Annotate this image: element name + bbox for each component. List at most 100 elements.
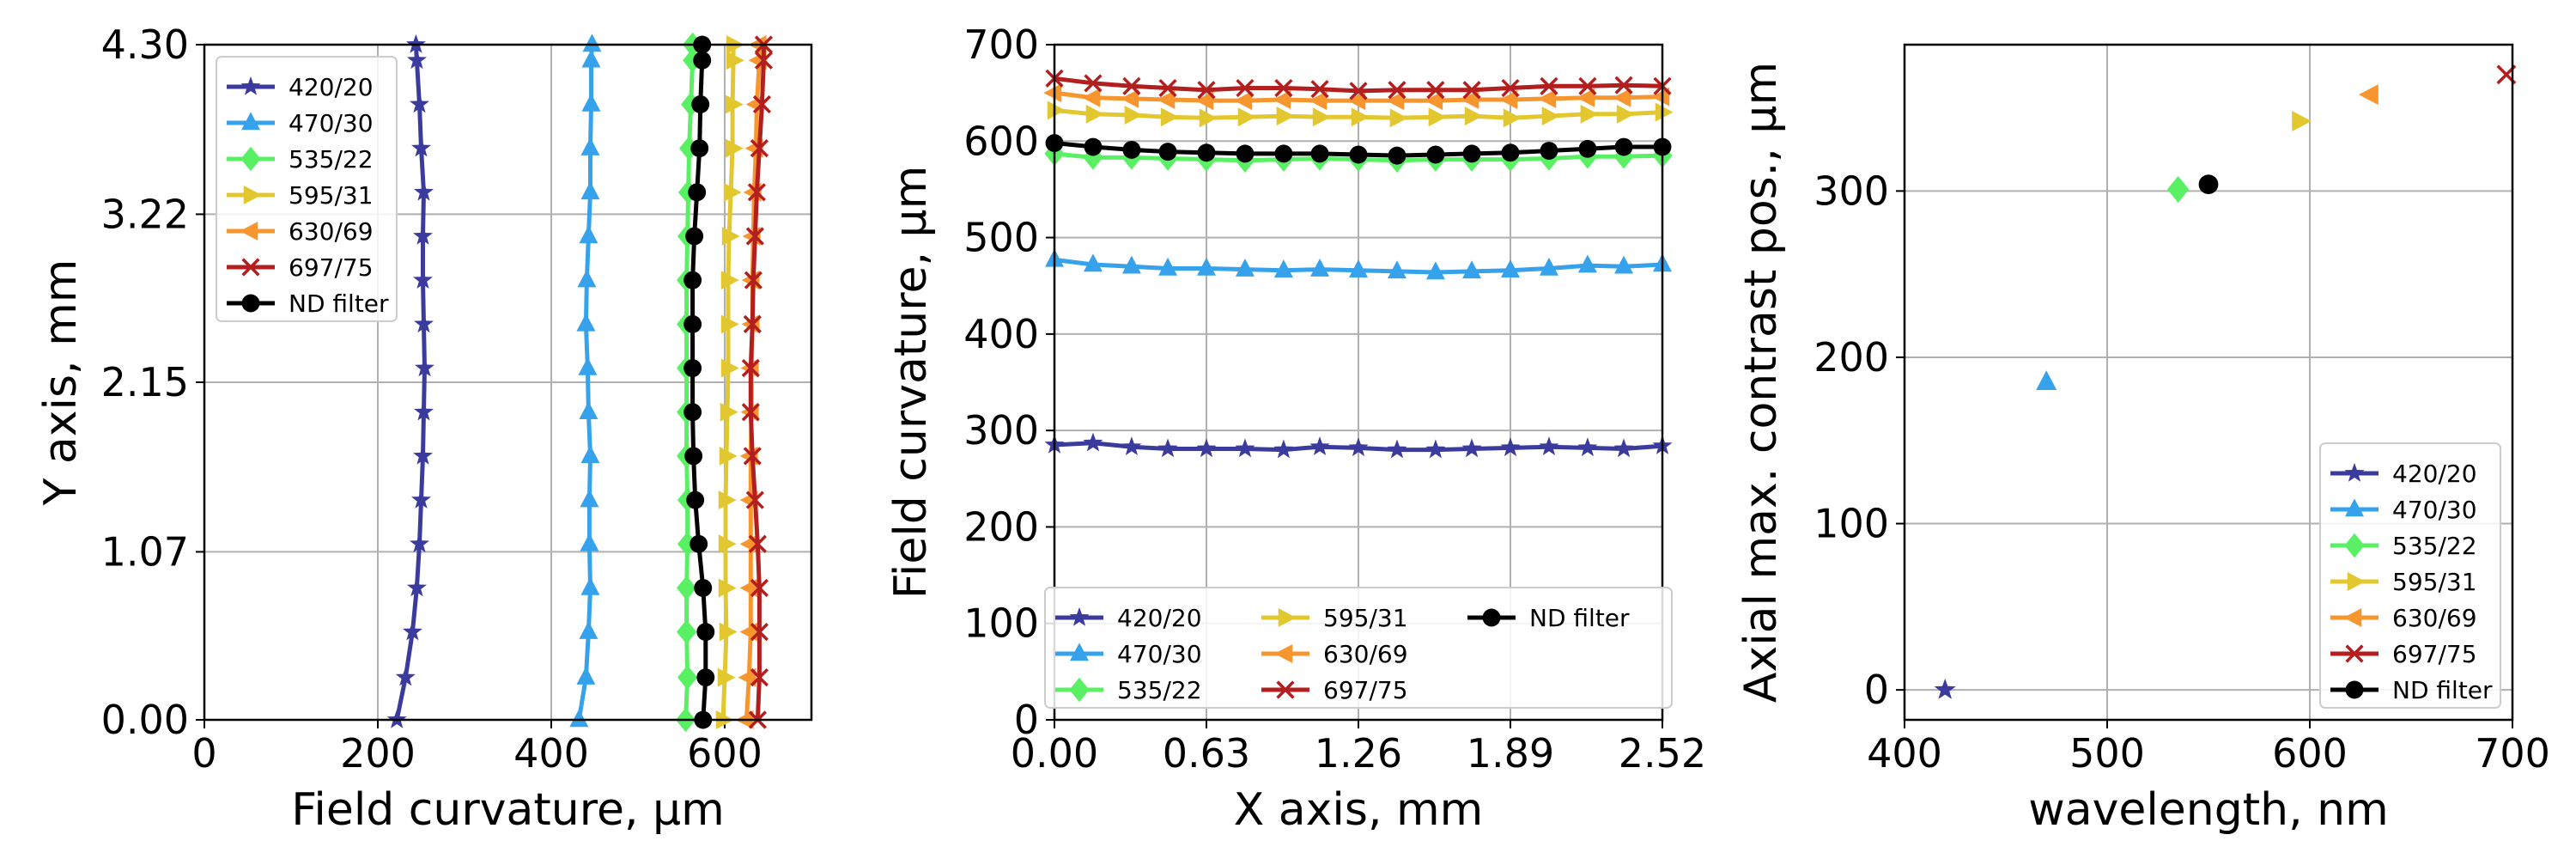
data-point <box>576 313 596 332</box>
legend-swatch-marker <box>1482 608 1501 627</box>
axes-frame <box>1903 43 2514 722</box>
y-tick-label: 2.15 <box>101 359 189 405</box>
data-point <box>1197 257 1216 276</box>
data-point <box>745 490 764 509</box>
data-point <box>1236 144 1255 163</box>
data-point <box>1157 90 1176 110</box>
data-point <box>1580 104 1599 124</box>
data-point <box>1425 91 1443 111</box>
x-tick-label: 400 <box>1867 730 1942 777</box>
data-point <box>1235 438 1255 458</box>
x-tick-label: 1.89 <box>1467 730 1554 777</box>
data-point <box>1234 91 1253 111</box>
data-point <box>1388 81 1406 100</box>
data-point <box>723 182 742 202</box>
data-point <box>1461 438 1482 458</box>
data-point <box>1428 107 1447 127</box>
data-point <box>1462 260 1482 279</box>
legend-label: 630/69 <box>1323 640 1408 668</box>
axial-contrast-vs-wavelength-panel: 400 500 600 700 0 100 200 300 wavelength, nm Axia… <box>1735 43 2550 836</box>
legend-entry: 697/75 <box>2330 640 2477 668</box>
data-point <box>1310 80 1329 99</box>
series-595-31 <box>715 35 744 729</box>
data-point <box>720 314 739 334</box>
axes-frame <box>1053 43 1664 722</box>
data-point <box>690 534 708 553</box>
data-point <box>1613 143 1634 169</box>
data-point <box>1387 260 1406 279</box>
data-point <box>1389 108 1408 128</box>
data-point <box>1273 439 1294 459</box>
legend-label: 420/20 <box>2392 460 2477 488</box>
legend-label: 595/31 <box>2392 568 2477 596</box>
data-point <box>413 270 433 289</box>
legend-swatch-marker <box>2345 644 2364 663</box>
data-point <box>580 489 599 508</box>
data-point <box>1273 259 1293 277</box>
y-tick-label: 100 <box>1814 501 1889 547</box>
legend-entry: 470/30 <box>227 109 374 137</box>
data-point <box>1934 679 1956 699</box>
y-tick-label: 4.30 <box>101 21 189 68</box>
data-point <box>717 667 736 687</box>
data-point <box>1462 144 1481 163</box>
data-point <box>1196 438 1217 458</box>
data-point <box>1047 101 1066 120</box>
legend-swatch-marker <box>2344 533 2365 558</box>
ticks: 0.00 0.63 1.26 1.89 2.52 0 100 200 300 400 500 600 7… <box>963 21 1706 777</box>
legend-entry: 630/69 <box>2330 604 2477 632</box>
data-point <box>414 401 434 421</box>
data-point <box>1538 88 1557 108</box>
legend-entry: 535/22 <box>2330 532 2477 560</box>
legend-swatch-marker <box>2344 462 2365 482</box>
data-point <box>1500 437 1521 457</box>
legend-label: 697/75 <box>1323 676 1408 704</box>
data-point <box>1655 102 1674 122</box>
y-tick-label: 100 <box>963 600 1039 647</box>
data-point <box>677 619 697 644</box>
ticks: 400 500 600 700 0 100 200 300 <box>1814 168 2550 777</box>
data-point <box>726 51 744 70</box>
x-tick-label: 2.52 <box>1619 730 1706 777</box>
data-point <box>1386 91 1405 111</box>
legend-entry: 595/31 <box>1261 604 1408 632</box>
series-595-31 <box>2292 111 2312 132</box>
data-point <box>738 667 756 687</box>
x-tick-label: 500 <box>2069 730 2145 777</box>
y-tick-label: 0.00 <box>101 697 189 743</box>
data-point <box>1613 88 1631 107</box>
data-point <box>1160 107 1179 127</box>
series-697-75 <box>741 35 774 729</box>
data-point <box>1388 146 1406 165</box>
data-point <box>580 181 600 200</box>
legend-entry: 470/30 <box>2330 496 2477 524</box>
data-point <box>1236 78 1255 98</box>
legend-entry: 697/75 <box>1261 676 1408 704</box>
data-point <box>1577 437 1598 457</box>
legend-entry: ND filter <box>2330 676 2493 704</box>
data-point <box>581 49 601 68</box>
legend: 420/20 470/30 535/22 595/31 630/69 697/75 ND f… <box>1044 587 1673 709</box>
data-point <box>579 225 598 244</box>
data-point <box>581 93 601 112</box>
legend-swatch-marker <box>240 222 258 241</box>
legend-label: ND filter <box>2392 676 2493 704</box>
y-tick-label: 300 <box>1814 168 1889 214</box>
data-point <box>1121 255 1141 274</box>
data-point <box>582 34 602 52</box>
legend-label: 470/30 <box>2392 496 2477 524</box>
legend-swatch-marker <box>1274 644 1293 663</box>
data-point <box>684 447 703 466</box>
y-tick-label: 300 <box>963 407 1039 454</box>
data-point <box>1195 91 1214 111</box>
data-point <box>1462 81 1481 100</box>
data-point <box>1084 137 1103 156</box>
data-point <box>1124 105 1143 125</box>
data-point <box>411 137 431 157</box>
data-point <box>718 578 737 598</box>
data-point <box>1276 107 1295 126</box>
legend-entry: 697/75 <box>227 253 374 282</box>
data-point <box>677 665 698 690</box>
data-point <box>691 95 710 113</box>
data-point <box>410 94 429 113</box>
